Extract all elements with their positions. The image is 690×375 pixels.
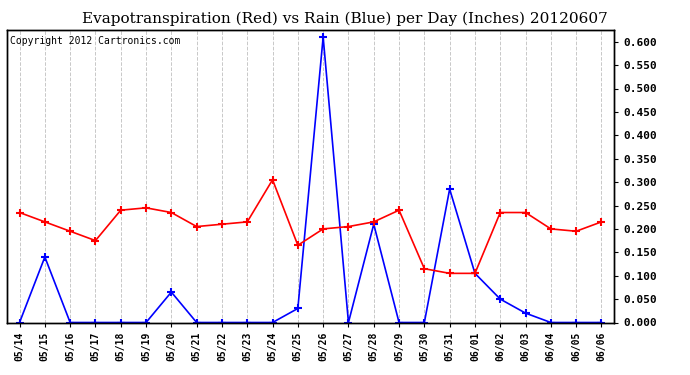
Text: Copyright 2012 Cartronics.com: Copyright 2012 Cartronics.com	[10, 36, 180, 46]
Text: Evapotranspiration (Red) vs Rain (Blue) per Day (Inches) 20120607: Evapotranspiration (Red) vs Rain (Blue) …	[82, 11, 608, 26]
